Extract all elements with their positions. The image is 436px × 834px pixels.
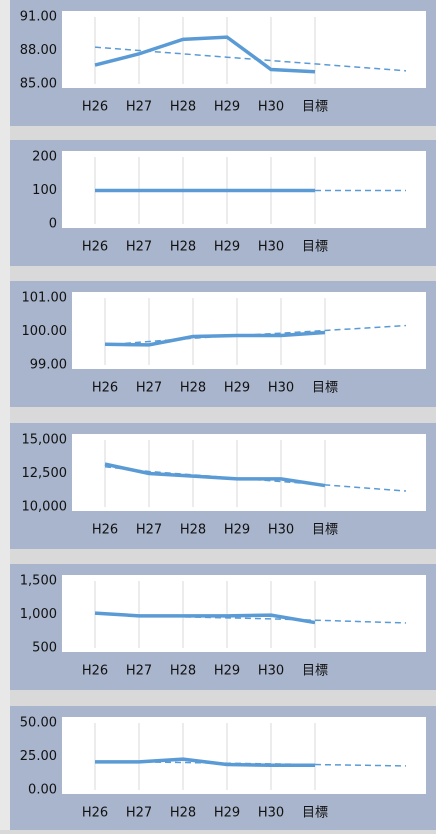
y-tick-label: 10,000 (22, 500, 68, 515)
y-tick-label: 100 (32, 183, 57, 198)
y-tick-label: 12,500 (22, 466, 68, 481)
y-tick-label: 25.00 (20, 749, 57, 764)
data-line (104, 330, 326, 347)
x-tick-label: 目標 (302, 100, 328, 115)
trend-line (94, 613, 407, 624)
x-tick-label: H27 (126, 240, 152, 255)
data-line (94, 611, 316, 625)
y-tick-label: 91.00 (20, 10, 57, 25)
x-tick-label: 目標 (312, 523, 338, 538)
x-tick-label: H26 (82, 806, 108, 821)
data-line (95, 757, 315, 767)
x-tick-label: 目標 (302, 806, 328, 821)
plot-area (62, 717, 426, 794)
x-tick-label: H28 (180, 381, 206, 396)
trend-line (104, 466, 407, 492)
trend-line (94, 760, 407, 767)
y-tick-label: 1,500 (20, 574, 57, 589)
y-tick-label: 85.00 (20, 77, 57, 92)
x-tick-label: H26 (92, 523, 118, 538)
y-tick-label: 15,000 (22, 433, 68, 448)
y-tick-label: 500 (32, 641, 57, 656)
x-tick-label: H29 (214, 664, 240, 679)
y-tick-label: 88.00 (20, 43, 57, 58)
x-tick-label: H28 (180, 523, 206, 538)
x-tick-label: H28 (170, 100, 196, 115)
plot-area (72, 292, 426, 369)
x-tick-label: 目標 (302, 664, 328, 679)
left-strip (0, 0, 10, 830)
x-tick-label: H26 (82, 100, 108, 115)
x-tick-label: H27 (126, 664, 152, 679)
y-tick-label: 100.00 (22, 324, 68, 339)
y-tick-label: 1,000 (20, 607, 57, 622)
x-tick-label: H29 (214, 100, 240, 115)
x-tick-label: H30 (258, 100, 284, 115)
x-tick-label: H29 (224, 381, 250, 396)
x-tick-label: H30 (258, 806, 284, 821)
x-tick-label: H27 (136, 523, 162, 538)
x-tick-label: H29 (214, 806, 240, 821)
x-tick-label: H27 (136, 381, 162, 396)
x-tick-label: H26 (92, 381, 118, 396)
x-tick-label: H29 (224, 523, 250, 538)
x-tick-label: H27 (126, 806, 152, 821)
plot-area (72, 434, 426, 511)
x-tick-label: H30 (258, 664, 284, 679)
y-tick-label: 99.00 (30, 358, 67, 373)
x-tick-label: H26 (82, 664, 108, 679)
x-tick-label: 目標 (312, 381, 338, 396)
x-tick-label: 目標 (302, 240, 328, 255)
x-tick-label: H27 (126, 100, 152, 115)
x-tick-label: H30 (258, 240, 284, 255)
x-tick-label: H28 (170, 240, 196, 255)
data-line (104, 462, 326, 488)
y-tick-label: 50.00 (20, 716, 57, 731)
y-tick-label: 200 (32, 150, 57, 165)
y-tick-label: 0 (49, 217, 57, 232)
y-tick-label: 101.00 (22, 291, 68, 306)
x-tick-label: H28 (170, 664, 196, 679)
x-tick-label: H30 (268, 381, 294, 396)
trend-line (94, 46, 407, 72)
y-tick-label: 0.00 (28, 783, 57, 798)
x-tick-label: H26 (82, 240, 108, 255)
x-tick-label: H28 (170, 806, 196, 821)
data-line (94, 35, 316, 74)
x-tick-label: H29 (214, 240, 240, 255)
trend-line (104, 324, 407, 346)
x-tick-label: H30 (268, 523, 294, 538)
